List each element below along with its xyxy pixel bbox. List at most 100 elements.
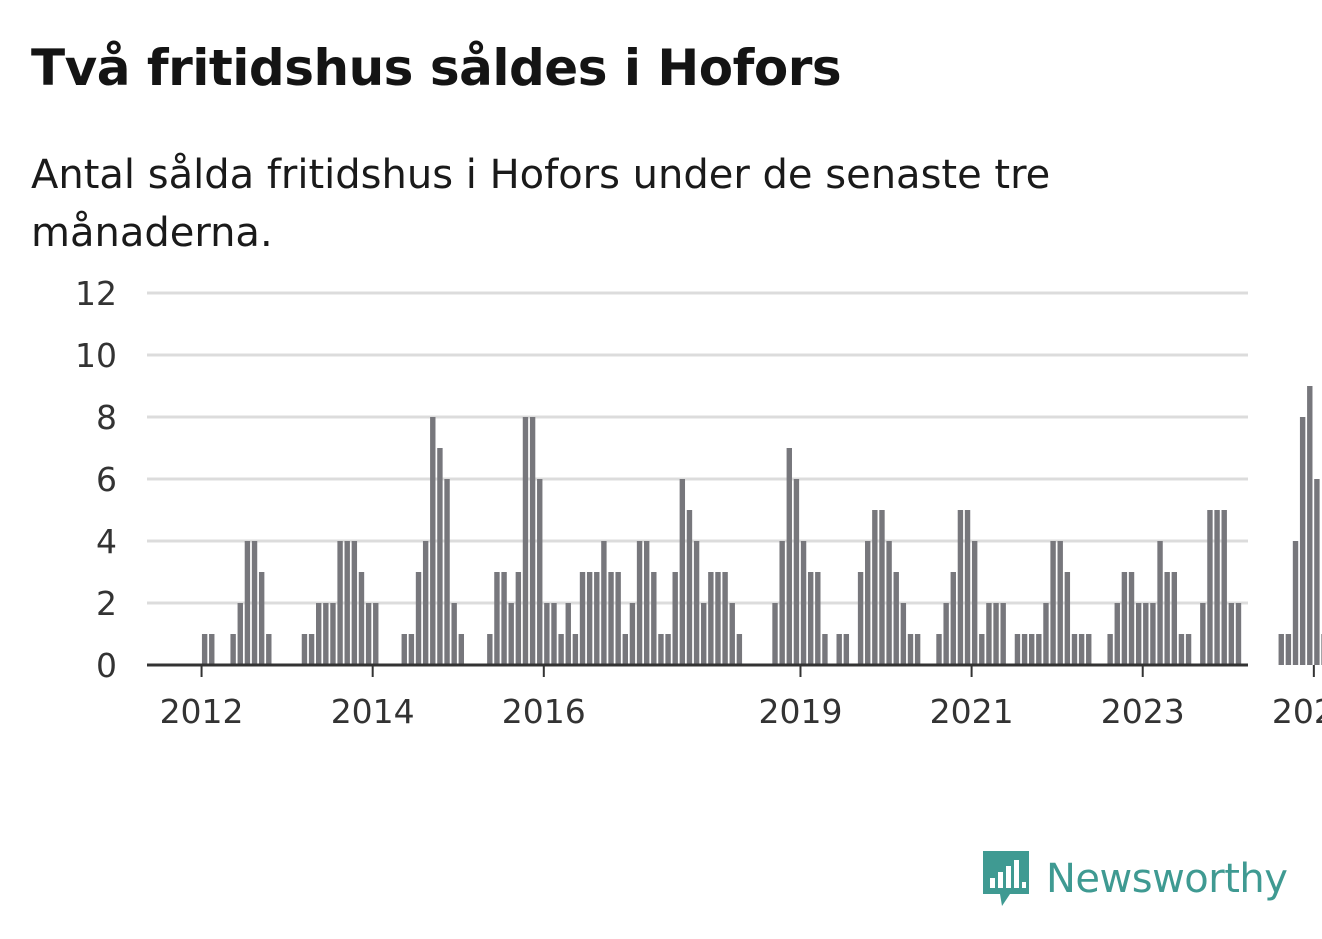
bar xyxy=(1000,603,1006,665)
bar xyxy=(800,541,807,665)
bar xyxy=(686,510,693,665)
bar xyxy=(1071,634,1078,665)
bar xyxy=(900,603,907,665)
bar xyxy=(544,603,550,665)
bar xyxy=(1278,634,1284,665)
bar xyxy=(1043,603,1049,665)
x-tick-label: 2014 xyxy=(331,692,415,731)
bar xyxy=(950,572,956,665)
bar xyxy=(430,417,436,665)
bar xyxy=(579,572,586,665)
y-tick-label: 12 xyxy=(75,274,117,313)
bar xyxy=(244,541,251,665)
bar xyxy=(1050,541,1056,665)
bar xyxy=(1064,572,1071,665)
bar xyxy=(857,572,864,665)
bar xyxy=(330,603,336,665)
y-tick-label: 0 xyxy=(96,646,117,685)
bar xyxy=(1185,634,1192,665)
bar xyxy=(1299,417,1306,665)
x-tick-label: 2019 xyxy=(758,692,842,731)
bar xyxy=(522,417,529,665)
brand-name: Newsworthy xyxy=(1046,856,1288,902)
bar xyxy=(1207,510,1213,665)
bar xyxy=(1057,541,1063,665)
bars-layer xyxy=(201,386,1322,665)
bar xyxy=(1285,634,1292,665)
bar xyxy=(807,572,814,665)
bar xyxy=(344,541,350,665)
bar xyxy=(836,634,842,665)
bar xyxy=(529,417,536,665)
bar xyxy=(572,634,579,665)
x-tick-label: 2016 xyxy=(502,692,586,731)
bar xyxy=(316,603,322,665)
bar xyxy=(907,634,914,665)
bar xyxy=(458,634,465,665)
bar xyxy=(365,603,372,665)
bar xyxy=(251,541,258,665)
bar xyxy=(979,634,985,665)
x-tick-label: 2021 xyxy=(930,692,1014,731)
bar xyxy=(615,572,621,665)
bar xyxy=(986,603,992,665)
bar xyxy=(308,634,315,665)
bar xyxy=(323,603,329,665)
bar xyxy=(636,541,643,665)
bar xyxy=(815,572,821,665)
bar xyxy=(1107,634,1113,665)
bar xyxy=(1143,603,1149,665)
bar xyxy=(373,603,379,665)
bar xyxy=(1157,541,1163,665)
bar xyxy=(1171,572,1178,665)
y-tick-label: 4 xyxy=(96,522,117,561)
bar xyxy=(701,603,707,665)
bar xyxy=(786,448,792,665)
bar xyxy=(1178,634,1185,665)
chart-subtitle: Antal sålda fritidshus i Hofors under de… xyxy=(31,152,1051,256)
bar xyxy=(537,479,543,665)
x-tick-label: 2012 xyxy=(160,692,244,731)
bar xyxy=(772,603,778,665)
bar xyxy=(351,541,358,665)
bar xyxy=(1292,541,1299,665)
bar xyxy=(957,510,964,665)
bar xyxy=(444,479,450,665)
bar xyxy=(1214,510,1220,665)
bar xyxy=(693,541,700,665)
bar xyxy=(1135,603,1142,665)
x-tick-label: 2025 xyxy=(1272,692,1322,731)
bar xyxy=(401,634,407,665)
bar xyxy=(601,541,607,665)
bar xyxy=(729,603,735,665)
bar xyxy=(1221,510,1227,665)
bar xyxy=(708,572,714,665)
bar xyxy=(964,510,971,665)
bar xyxy=(1164,572,1170,665)
bar xyxy=(865,541,871,665)
bar xyxy=(679,479,686,665)
bar xyxy=(201,634,208,665)
bar xyxy=(586,572,593,665)
bar xyxy=(1086,634,1092,665)
bar xyxy=(665,634,671,665)
bar xyxy=(893,572,899,665)
x-tick-label: 2023 xyxy=(1101,692,1185,731)
bar xyxy=(558,634,564,665)
bar xyxy=(822,634,828,665)
bar xyxy=(1029,634,1035,665)
bar xyxy=(879,510,885,665)
bar xyxy=(1121,572,1128,665)
bar xyxy=(1200,603,1206,665)
bar xyxy=(301,634,308,665)
y-tick-label: 8 xyxy=(96,398,117,437)
newsworthy-logo[interactable]: Newsworthy xyxy=(980,848,1288,910)
bar xyxy=(715,572,721,665)
y-tick-label: 10 xyxy=(75,336,117,375)
bar xyxy=(658,634,664,665)
bar xyxy=(1307,386,1313,665)
bar xyxy=(1078,634,1085,665)
grid-layer xyxy=(147,291,1248,605)
bar xyxy=(551,603,557,665)
bar xyxy=(494,572,500,665)
